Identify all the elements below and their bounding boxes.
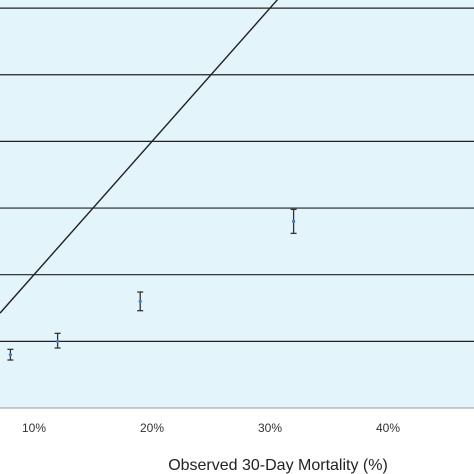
gridlines	[0, 7, 474, 342]
data-point-2	[137, 291, 144, 312]
x-tick-label-0: 10%	[22, 421, 46, 435]
point-marker-3	[292, 219, 296, 223]
x-axis-title: Observed 30-Day Mortality (%)	[168, 457, 388, 474]
data-point-0	[7, 348, 14, 361]
reference-line-layer	[0, 0, 279, 314]
x-tick-label-3: 40%	[376, 421, 400, 435]
x-tick-label-1: 20%	[140, 421, 164, 435]
data-points	[7, 208, 297, 361]
data-point-3	[290, 208, 297, 235]
point-marker-1	[56, 339, 60, 343]
data-point-1	[54, 332, 61, 349]
point-marker-2	[138, 299, 142, 303]
x-tick-label-2: 30%	[258, 421, 282, 435]
reference-line	[0, 0, 279, 314]
x-tick-labels: 10% 20% 30% 40%	[22, 421, 400, 435]
point-marker-0	[8, 353, 12, 357]
plot-background	[0, 0, 474, 408]
